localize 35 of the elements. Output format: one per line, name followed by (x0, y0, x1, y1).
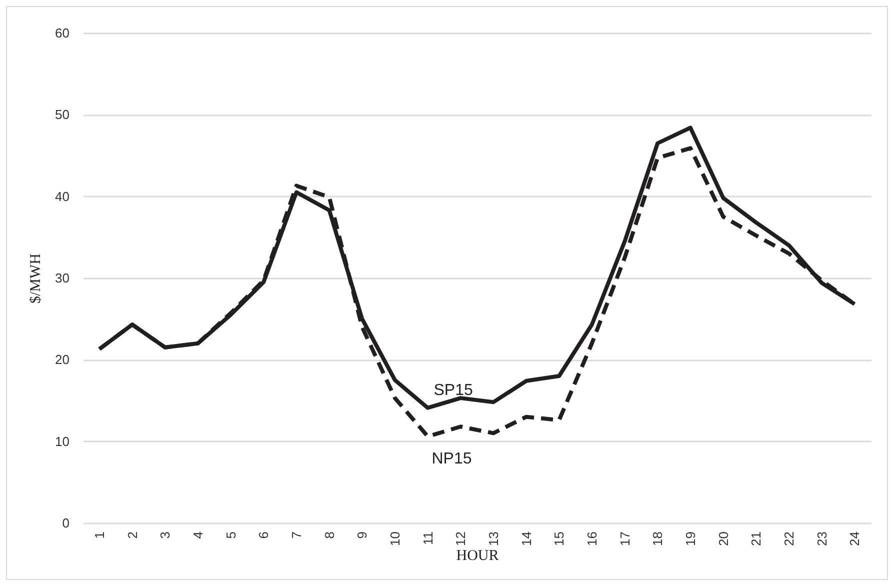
x-tick-label: 10 (387, 532, 402, 546)
x-tick-label: 11 (420, 532, 436, 545)
y-tick-label: 50 (55, 107, 70, 122)
x-tick-label: 23 (814, 532, 830, 546)
series-label: SP15 (434, 382, 473, 399)
y-tick-label: 40 (55, 188, 70, 204)
x-tick-label: 5 (223, 532, 238, 539)
x-tick-label: 16 (584, 532, 600, 546)
x-tick-label: 24 (847, 532, 862, 546)
x-tick-label: 22 (781, 532, 796, 546)
y-tick-label: 30 (55, 270, 70, 286)
x-tick-label: 21 (748, 532, 764, 546)
y-tick-label: 60 (55, 26, 70, 40)
y-tick-label: 10 (55, 434, 70, 449)
x-axis-title: HOUR (456, 548, 499, 564)
x-tick-label: 12 (453, 532, 468, 546)
y-tick-label: 20 (55, 352, 70, 368)
y-axis-title: $/MWH (28, 253, 44, 304)
x-tick-label: 15 (552, 532, 567, 546)
x-tick-label: 14 (518, 532, 534, 546)
x-tick-label: 2 (124, 532, 140, 539)
x-tick-label: 18 (650, 532, 666, 546)
x-tick-label: 8 (322, 532, 337, 539)
x-tick-label: 9 (354, 532, 370, 539)
x-tick-label: 17 (617, 532, 632, 546)
x-tick-label: 3 (158, 532, 173, 539)
x-tick-label: 1 (92, 532, 107, 539)
x-tick-label: 19 (682, 532, 698, 546)
y-tick-label: 0 (62, 516, 70, 530)
x-tick-label: 6 (256, 532, 272, 539)
x-tick-label: 4 (190, 532, 206, 539)
x-tick-label: 20 (716, 532, 731, 546)
x-tick-label: 13 (486, 532, 501, 546)
x-tick-label: 7 (288, 532, 304, 539)
series-label: NP15 (432, 450, 472, 468)
